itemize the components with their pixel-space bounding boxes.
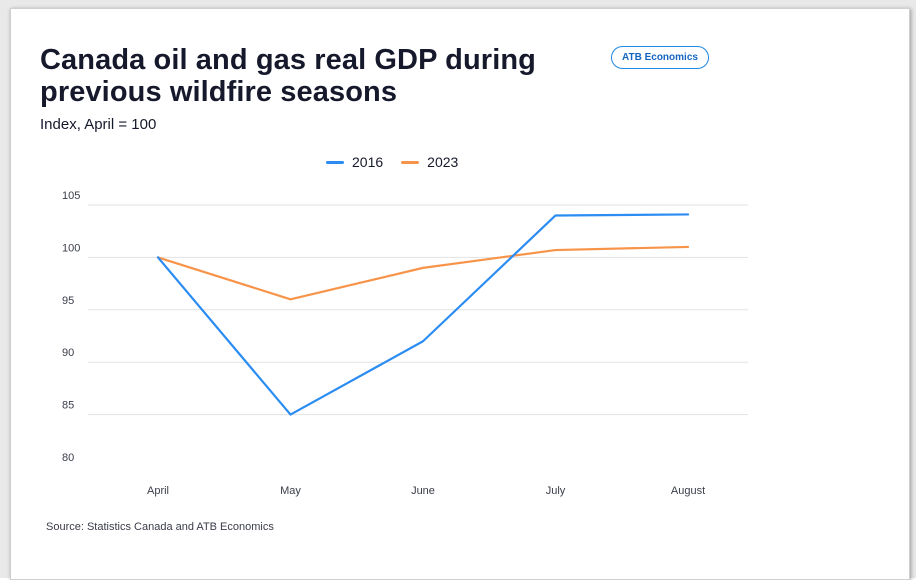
x-tick-label-june: June	[411, 485, 435, 497]
y-tick-label-105: 105	[62, 190, 80, 202]
x-tick-label-july: July	[546, 485, 566, 497]
x-tick-label-august: August	[671, 485, 705, 497]
series-line-2016	[158, 214, 688, 414]
y-tick-label-90: 90	[62, 347, 74, 359]
y-tick-label-95: 95	[62, 295, 74, 307]
x-tick-label-april: April	[147, 485, 169, 497]
x-tick-label-may: May	[280, 485, 301, 497]
y-tick-label-100: 100	[62, 242, 80, 254]
source-note: Source: Statistics Canada and ATB Econom…	[46, 521, 274, 533]
y-tick-label-85: 85	[62, 400, 74, 412]
series-line-2023	[158, 247, 688, 299]
y-tick-label-80: 80	[62, 452, 74, 464]
